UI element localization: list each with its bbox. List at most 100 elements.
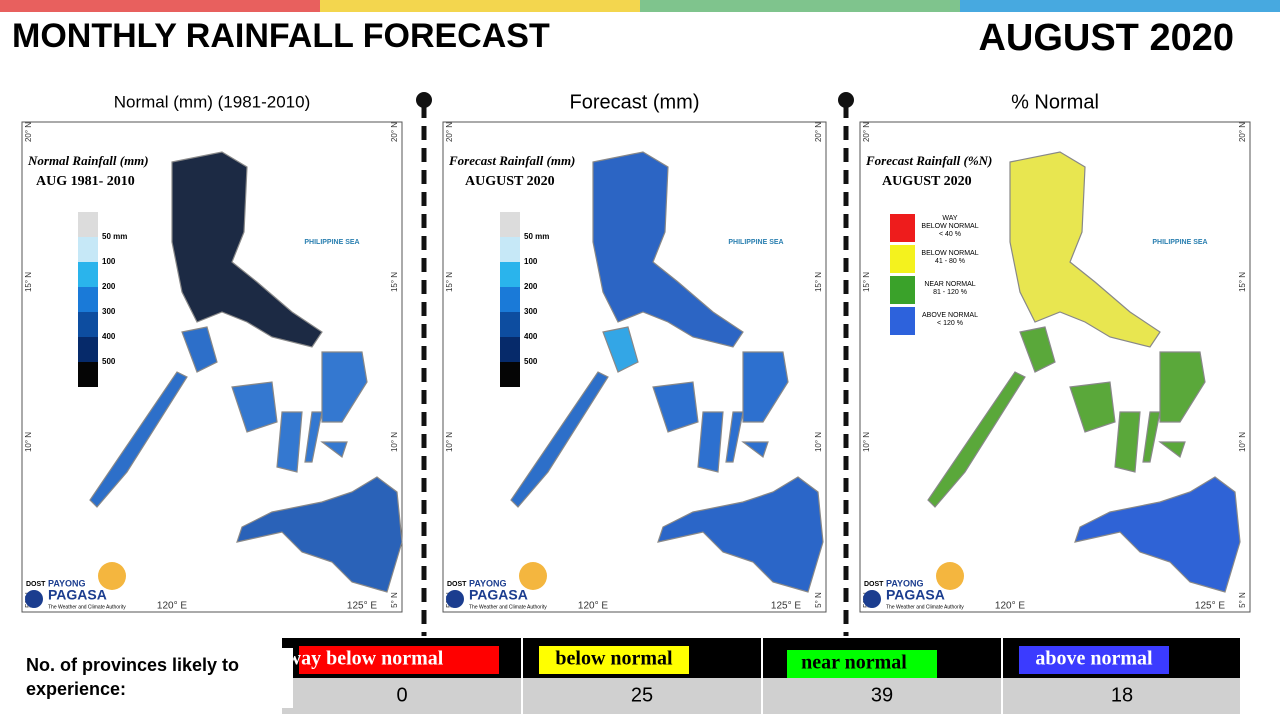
date: AUGUST 2020: [978, 17, 1234, 59]
legend-swatch: [890, 276, 915, 304]
category-badge: [299, 646, 499, 674]
category-badge: [539, 646, 689, 674]
legend-label: 400: [524, 332, 538, 341]
province-count: 39: [871, 684, 893, 706]
legend-label: < 40 %: [939, 231, 961, 238]
sea-label: PHILIPPINE SEA: [304, 239, 359, 246]
latitude-label: 5° N: [390, 592, 399, 608]
legend-label: 50 mm: [524, 232, 549, 241]
logo-icon: [863, 590, 881, 608]
latitude-label: 20° N: [862, 122, 871, 142]
logo-tagline: The Weather and Climate Authority: [469, 604, 547, 610]
logo-tagline: The Weather and Climate Authority: [886, 604, 964, 610]
legend-label: BELOW NORMAL: [921, 250, 978, 257]
longitude-label: 125° E: [771, 601, 801, 612]
legend-swatch: [500, 287, 520, 312]
panel-heading: Forecast (mm): [570, 91, 700, 113]
legend-swatch: [500, 262, 520, 287]
map-title: Normal Rainfall (mm): [27, 153, 149, 168]
sea-label: PHILIPPINE SEA: [728, 239, 783, 246]
category-label: below normal: [555, 648, 673, 670]
longitude-label: 120° E: [578, 601, 608, 612]
latitude-label: 15° N: [862, 272, 871, 292]
map-title: Forecast Rainfall (mm): [448, 153, 575, 168]
latitude-label: 20° N: [24, 122, 33, 142]
map: 20° N20° N15° N15° N10° N10° N5° N5° N12…: [24, 122, 403, 612]
legend-label: BELOW NORMAL: [921, 223, 978, 230]
table-label-box: [15, 648, 293, 708]
logo-agency: DOST: [864, 581, 884, 588]
latitude-label: 10° N: [445, 432, 454, 452]
legend-swatch: [78, 212, 98, 237]
legend-label: ABOVE NORMAL: [922, 312, 978, 319]
latitude-label: 15° N: [814, 272, 823, 292]
top-bar: [960, 0, 1280, 12]
category-badge: [787, 650, 937, 678]
legend-swatch: [500, 237, 520, 262]
legend-swatch: [78, 337, 98, 362]
category-label: way below normal: [287, 648, 444, 670]
legend-swatch: [78, 287, 98, 312]
top-bar: [640, 0, 960, 12]
logo-brand: PAGASA: [48, 587, 107, 603]
logo-brand-top: PAYONG: [886, 578, 924, 588]
logo-umbrella: [936, 562, 964, 590]
latitude-label: 15° N: [445, 272, 454, 292]
latitude-label: 10° N: [390, 432, 399, 452]
latitude-label: 20° N: [445, 122, 454, 142]
legend-label: WAY: [942, 215, 957, 222]
longitude-label: 125° E: [347, 601, 377, 612]
legend-label: < 120 %: [937, 320, 963, 327]
top-bar: [320, 0, 640, 12]
legend-swatch: [500, 362, 520, 387]
latitude-label: 20° N: [390, 122, 399, 142]
sea-label: PHILIPPINE SEA: [1152, 239, 1207, 246]
longitude-label: 120° E: [157, 601, 187, 612]
province-count: 18: [1111, 684, 1133, 706]
legend-label: 200: [102, 282, 116, 291]
latitude-label: 10° N: [814, 432, 823, 452]
legend-swatch: [78, 312, 98, 337]
latitude-label: 5° N: [1238, 592, 1247, 608]
province-count: 25: [631, 684, 653, 706]
map-subtitle: AUGUST 2020: [465, 174, 555, 189]
logo-agency: DOST: [447, 581, 467, 588]
legend-label: 50 mm: [102, 232, 127, 241]
logo-brand: PAGASA: [469, 587, 528, 603]
legend-label: 500: [102, 357, 116, 366]
logo-tagline: The Weather and Climate Authority: [48, 604, 126, 610]
category-label: near normal: [801, 652, 907, 674]
latitude-label: 10° N: [24, 432, 33, 452]
legend-swatch: [890, 214, 915, 242]
legend-swatch: [500, 312, 520, 337]
legend-label: 41 - 80 %: [935, 258, 965, 265]
logo-umbrella: [519, 562, 547, 590]
legend-swatch: [890, 307, 915, 335]
logo-brand-top: PAYONG: [48, 578, 86, 588]
legend-swatch: [500, 337, 520, 362]
dividers: [421, 104, 849, 636]
logo-brand-top: PAYONG: [469, 578, 507, 588]
logo-icon: [25, 590, 43, 608]
latitude-label: 15° N: [24, 272, 33, 292]
map-subtitle: AUG 1981- 2010: [36, 174, 135, 189]
legend-label: 400: [102, 332, 116, 341]
legend-swatch: [500, 212, 520, 237]
legend-label: NEAR NORMAL: [924, 281, 975, 288]
table-label: No. of provinces likely to experience:: [26, 655, 239, 699]
title: MONTHLY RAINFALL FORECAST: [12, 17, 550, 55]
legend-swatch: [890, 245, 915, 273]
panel-heading: % Normal: [1011, 91, 1099, 113]
panel-heading: Normal (mm) (1981-2010): [114, 92, 311, 111]
divider-dot: [838, 92, 854, 108]
legend-swatch: [78, 362, 98, 387]
legend-label: 200: [524, 282, 538, 291]
map-subtitle: AUGUST 2020: [882, 174, 972, 189]
category-label: above normal: [1035, 648, 1153, 670]
longitude-label: 120° E: [995, 601, 1025, 612]
divider-dot: [416, 92, 432, 108]
legend-label: 300: [524, 307, 538, 316]
province-count: 0: [396, 684, 407, 706]
